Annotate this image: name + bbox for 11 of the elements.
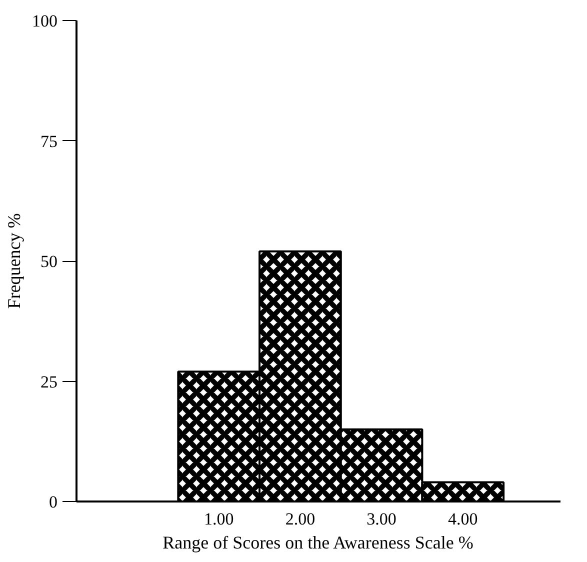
y-tick-label: 50	[40, 252, 58, 271]
x-axis-title: Range of Scores on the Awareness Scale %	[162, 532, 474, 552]
x-tick-label: 1.00	[204, 510, 234, 528]
y-tick-label: 0	[49, 492, 58, 512]
x-tick-label: 2.00	[285, 510, 316, 528]
y-tick-label: 75	[40, 132, 58, 151]
y-tick-label: 100	[32, 12, 58, 30]
y-tick-label: 25	[40, 372, 58, 392]
y-axis-title: Frequency %	[4, 213, 24, 309]
x-tick-label: 4.00	[448, 510, 478, 528]
x-tick-label: 3.00	[366, 510, 396, 528]
